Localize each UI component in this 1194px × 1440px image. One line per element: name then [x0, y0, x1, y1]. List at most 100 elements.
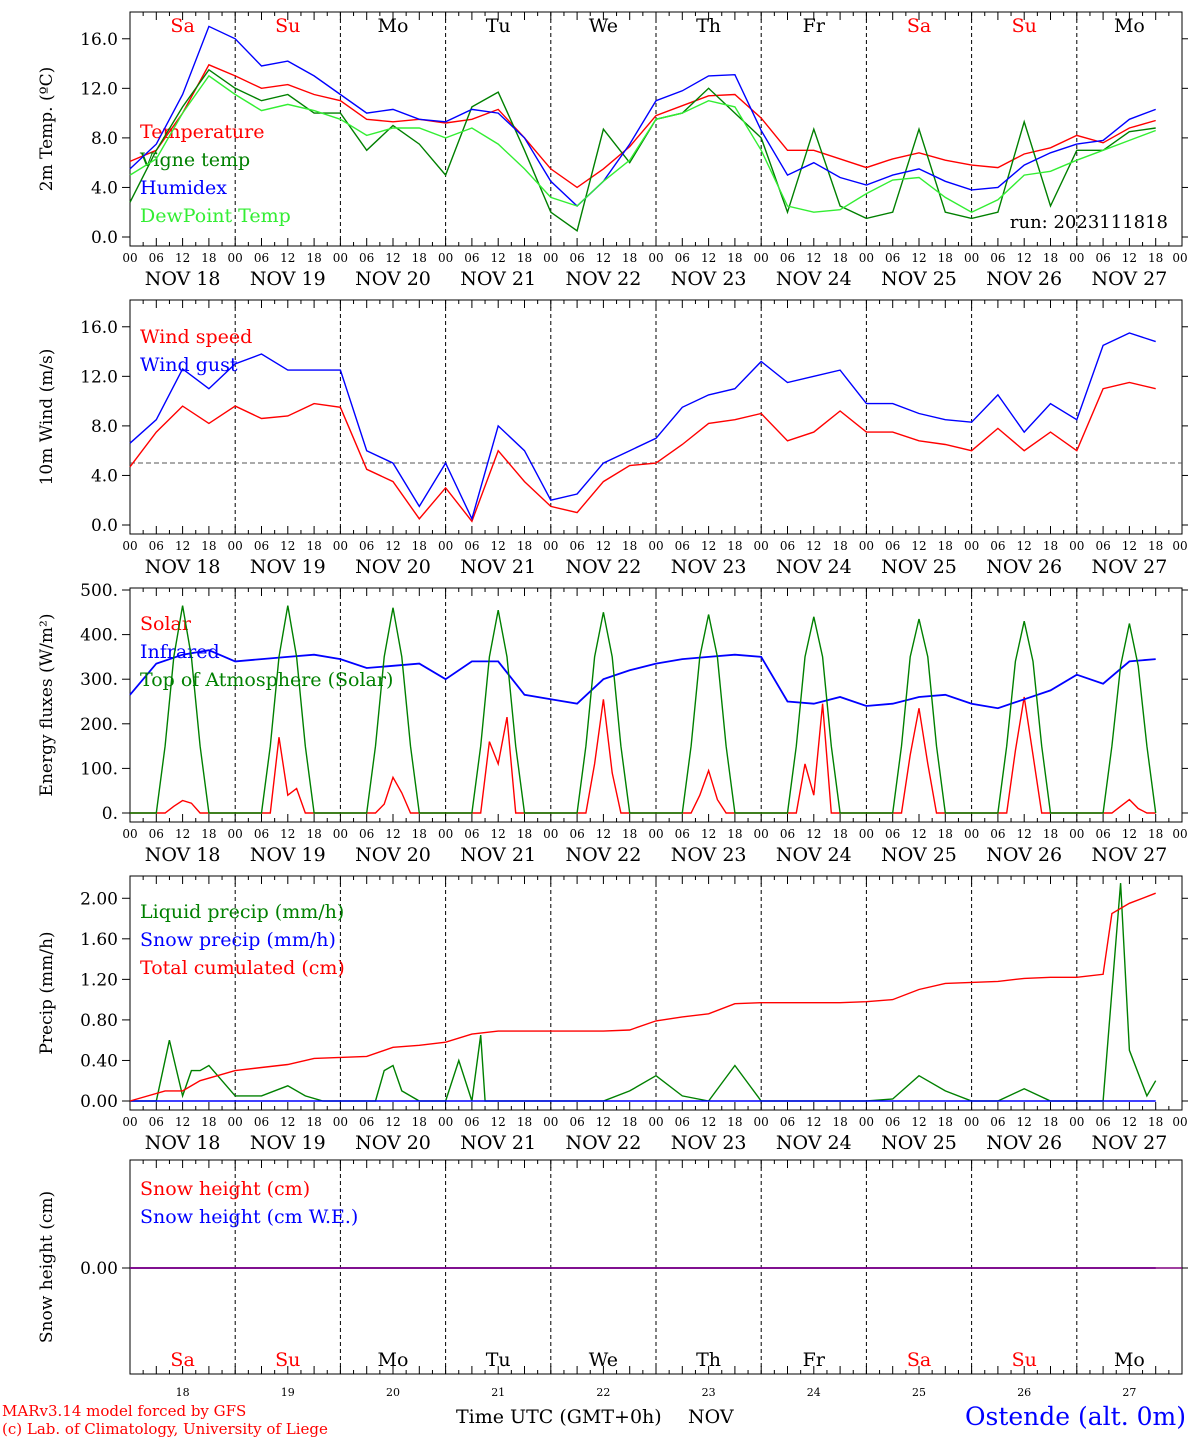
hour-tick-label: 12 [806, 539, 821, 553]
hour-tick-label: 18 [622, 251, 637, 265]
hour-tick-label: 06 [990, 539, 1005, 553]
hour-tick-label: 06 [569, 251, 584, 265]
hour-tick-label: 18 [517, 1115, 532, 1129]
day-number-label: 19 [281, 1386, 295, 1399]
hour-tick-label: 18 [412, 251, 427, 265]
hour-tick-label: 00 [122, 539, 137, 553]
lab-credit-text: (c) Lab. of Climatology, University of L… [2, 1420, 328, 1438]
hour-tick-label: 06 [464, 827, 479, 841]
hour-tick-label: 00 [438, 251, 453, 265]
y-tick-label: 16.0 [80, 30, 118, 50]
hour-tick-label: 06 [675, 1115, 690, 1129]
date-label: NOV 23 [671, 556, 747, 578]
day-name-label: Su [1012, 1349, 1037, 1371]
date-label: NOV 20 [355, 1132, 431, 1154]
legend-entry: Wind speed [140, 326, 252, 348]
hour-tick-label: 06 [885, 251, 900, 265]
date-label: NOV 23 [671, 268, 747, 290]
hour-tick-label: 18 [517, 539, 532, 553]
y-tick-label: 0.00 [80, 1092, 118, 1112]
hour-tick-label: 18 [832, 251, 847, 265]
hour-tick-label: 18 [201, 827, 216, 841]
hour-tick-label: 12 [911, 539, 926, 553]
hour-tick-label: 06 [254, 251, 269, 265]
date-label: NOV 21 [460, 268, 536, 290]
hour-tick-label: 12 [1122, 1115, 1137, 1129]
y-tick-label: 0.80 [80, 1011, 118, 1031]
hour-tick-label: 00 [1069, 251, 1084, 265]
date-label: NOV 27 [1091, 1132, 1167, 1154]
hour-tick-label: 18 [622, 539, 637, 553]
hour-tick-label: 12 [280, 251, 295, 265]
hour-tick-label: 18 [517, 251, 532, 265]
day-number-label: 26 [1017, 1386, 1031, 1399]
hour-tick-label: 06 [780, 827, 795, 841]
hour-tick-label: 12 [491, 827, 506, 841]
hour-tick-label: 18 [938, 1115, 953, 1129]
hour-tick-label: 06 [1095, 251, 1110, 265]
hour-tick-label: 00 [122, 1115, 137, 1129]
hour-tick-label: 12 [175, 827, 190, 841]
hour-tick-label: 00 [228, 827, 243, 841]
hour-tick-label: 12 [1017, 827, 1032, 841]
y-tick-label: 0.40 [80, 1051, 118, 1071]
hour-tick-label: 00 [1172, 827, 1187, 841]
hour-tick-label: 00 [859, 539, 874, 553]
hour-tick-label: 06 [780, 1115, 795, 1129]
hour-tick-label: 00 [648, 251, 663, 265]
hour-tick-label: 18 [306, 1115, 321, 1129]
hour-tick-label: 12 [491, 251, 506, 265]
date-label: NOV 20 [355, 556, 431, 578]
hour-tick-label: 06 [990, 251, 1005, 265]
hour-tick-label: 18 [306, 539, 321, 553]
hour-tick-label: 00 [859, 251, 874, 265]
y-tick-label: 500. [80, 581, 118, 601]
model-credit-text: MARv3.14 model forced by GFS [2, 1402, 247, 1420]
y-tick-label: 300. [80, 670, 118, 690]
hour-tick-label: 06 [569, 539, 584, 553]
date-label: NOV 22 [565, 268, 641, 290]
hour-tick-label: 00 [964, 1115, 979, 1129]
hour-tick-label: 18 [1148, 827, 1163, 841]
hour-tick-label: 06 [254, 827, 269, 841]
hour-tick-label: 00 [1069, 1115, 1084, 1129]
hour-tick-label: 12 [701, 827, 716, 841]
hour-tick-label: 12 [175, 539, 190, 553]
hour-tick-label: 12 [280, 539, 295, 553]
day-number-label: 22 [596, 1386, 610, 1399]
hour-tick-label: 00 [228, 1115, 243, 1129]
legend-entry: Snow precip (mm/h) [140, 929, 336, 951]
day-name-label: Su [275, 1349, 300, 1371]
series-line-total-cumulated-cm- [129, 892, 1156, 1102]
y-axis-label: Precip (mm/h) [37, 931, 57, 1054]
hour-tick-label: 00 [1172, 1115, 1187, 1129]
y-tick-label: 8.0 [91, 417, 118, 437]
y-tick-label: 2.00 [80, 889, 118, 909]
hour-tick-label: 00 [648, 827, 663, 841]
legend-entry: Infrared [140, 641, 220, 663]
hour-tick-label: 00 [754, 827, 769, 841]
date-label: NOV 24 [776, 268, 852, 290]
day-number-label: 25 [912, 1386, 926, 1399]
date-label: NOV 20 [355, 844, 431, 866]
hour-tick-label: 12 [175, 1115, 190, 1129]
hour-tick-label: 00 [543, 827, 558, 841]
day-name-label: Mo [1114, 1349, 1145, 1371]
y-tick-label: 4.0 [91, 466, 118, 486]
legend-entry: Wind gust [140, 354, 238, 376]
hour-tick-label: 18 [832, 539, 847, 553]
hour-tick-label: 18 [727, 251, 742, 265]
hour-tick-label: 06 [675, 539, 690, 553]
y-axis-label: 2m Temp. (ºC) [37, 67, 57, 192]
day-name-label: Tu [486, 15, 511, 37]
day-name-label: We [589, 15, 618, 37]
day-number-label: 18 [176, 1386, 190, 1399]
hour-tick-label: 12 [175, 251, 190, 265]
hour-tick-label: 12 [701, 1115, 716, 1129]
hour-tick-label: 00 [1172, 251, 1187, 265]
hour-tick-label: 06 [990, 1115, 1005, 1129]
day-name-label: Th [696, 15, 721, 37]
legend-entry: Humidex [140, 177, 227, 199]
hour-tick-label: 06 [1095, 827, 1110, 841]
hour-tick-label: 18 [938, 251, 953, 265]
